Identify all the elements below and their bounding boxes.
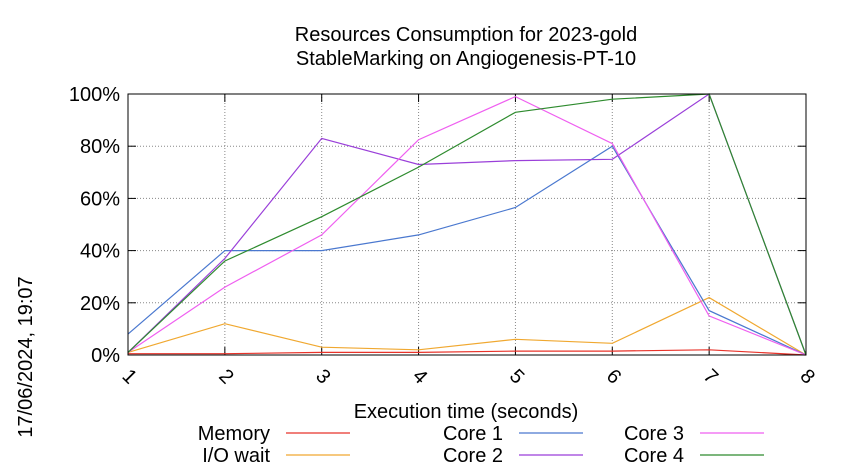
- y-tick-labels: 0% 20% 40% 60% 80% 100%: [69, 84, 120, 367]
- y-tick-label: 20%: [80, 293, 120, 315]
- x-tick-label: 7: [699, 365, 722, 388]
- legend-label-i-o-wait: I/O wait: [202, 445, 270, 467]
- series-line-core-2: [127, 93, 807, 356]
- series-lines: [127, 93, 807, 356]
- y-tick-label: 60%: [80, 188, 120, 210]
- y-tick-label: 0%: [91, 345, 120, 367]
- legend-label-memory: Memory: [198, 423, 270, 445]
- x-tick-label: 5: [505, 365, 528, 388]
- series-line-core-1: [127, 145, 807, 356]
- legend-label-core-3: Core 3: [624, 423, 684, 445]
- chart-subtitle: StableMarking on Angiogenesis-PT-10: [296, 48, 636, 70]
- grid-lines: [128, 94, 806, 355]
- x-tick-label: 6: [602, 365, 625, 388]
- x-tick-labels: 1 2 3 4 5 6 7 8: [118, 365, 819, 388]
- y-tick-label: 40%: [80, 241, 120, 263]
- x-tick-label: 4: [408, 365, 431, 388]
- y-tick-label: 80%: [80, 136, 120, 158]
- timestamp-label: 17/06/2024, 19:07: [15, 276, 37, 437]
- series-line-i-o-wait: [127, 296, 807, 356]
- series-line-core-3: [127, 95, 807, 356]
- plot-frame: [127, 93, 807, 356]
- legend-label-core-4: Core 4: [624, 445, 684, 467]
- axis-ticks: [127, 93, 807, 356]
- series-line-core-4: [127, 93, 807, 356]
- x-axis-label: Execution time (seconds): [354, 401, 579, 423]
- x-tick-label: 2: [214, 365, 237, 388]
- x-tick-label: 1: [118, 365, 141, 388]
- legend-label-core-2: Core 2: [443, 445, 503, 467]
- x-tick-label: 8: [796, 365, 819, 388]
- y-tick-label: 100%: [69, 84, 120, 106]
- chart-title: Resources Consumption for 2023-gold: [295, 24, 637, 46]
- series-line-memory: [128, 349, 807, 356]
- legend-label-core-1: Core 1: [443, 423, 503, 445]
- x-tick-label: 3: [311, 365, 334, 388]
